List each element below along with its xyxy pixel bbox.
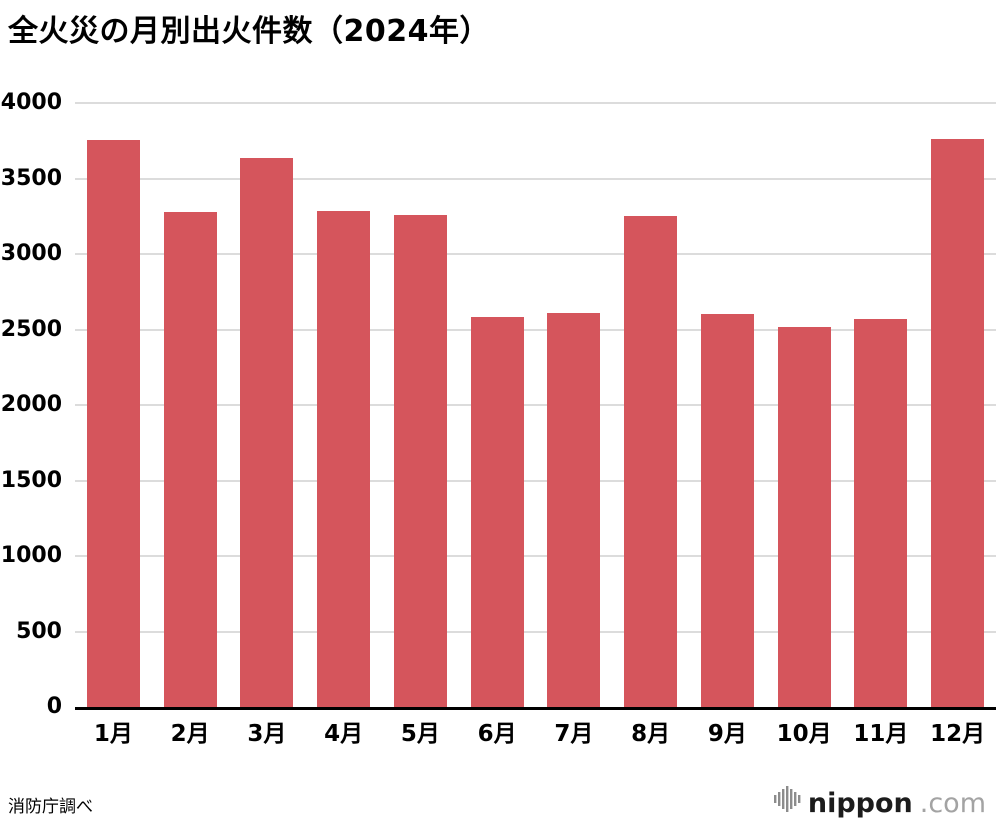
bar-slot (75, 103, 152, 707)
bar-2月 (163, 212, 217, 707)
gridline (75, 555, 996, 557)
soundbars-logo-icon (773, 786, 801, 812)
source-credit: 消防庁調べ (8, 797, 93, 817)
gridline (75, 177, 996, 180)
bar-slot (152, 103, 229, 707)
x-tick-label: 12月 (930, 721, 986, 747)
x-tick-label: 3月 (247, 721, 287, 747)
gridlines (75, 102, 996, 707)
bar-5月 (393, 214, 447, 707)
x-tick-label: 10月 (776, 721, 832, 747)
x-tick-label: 2月 (170, 721, 210, 747)
bar-slot (382, 103, 459, 707)
bar-9月 (700, 314, 754, 707)
bar-slot (536, 103, 613, 707)
logo-text-com: .com (919, 788, 986, 819)
bar-slot (689, 103, 766, 707)
gridline (75, 479, 996, 482)
x-tick-label: 4月 (324, 721, 364, 747)
bar-11月 (854, 318, 908, 707)
gridline (75, 253, 996, 255)
bar-10月 (777, 327, 831, 707)
bar-slot (305, 103, 382, 707)
gridline (75, 328, 996, 331)
bar-8月 (624, 216, 678, 707)
bar-4月 (317, 210, 371, 707)
logo-text-nippon: nippon (807, 788, 913, 819)
chart-title: 全火災の月別出火件数（2024年） (8, 14, 490, 49)
gridline (75, 630, 996, 633)
x-tick-label: 5月 (400, 721, 440, 747)
bar-slot (843, 103, 920, 707)
bar-series (75, 103, 996, 707)
bar-7月 (547, 312, 601, 707)
y-tick-label: 3000 (0, 241, 62, 266)
x-tick-label: 9月 (707, 721, 747, 747)
gridline (75, 102, 996, 104)
bar-slot (612, 103, 689, 707)
nippon-com-logo: nippon .com (773, 786, 986, 819)
bar-slot (229, 103, 306, 707)
y-tick-label: 1000 (0, 543, 62, 568)
y-tick-label: 1500 (0, 467, 62, 493)
x-tick-label: 8月 (631, 721, 671, 747)
y-tick-label: 500 (16, 618, 62, 644)
y-tick-label: 2500 (0, 316, 62, 342)
y-tick-label: 3500 (0, 165, 62, 191)
x-axis-labels: 1月 2月 3月 4月 5月 6月 7月 8月 9月 10月 11月 12月 (75, 714, 996, 748)
bar-slot (459, 103, 536, 707)
gridline (75, 404, 996, 406)
x-tick-label: 11月 (853, 721, 909, 747)
bar-slot (766, 103, 843, 707)
y-tick-label: 4000 (0, 90, 62, 115)
bar-3月 (240, 158, 294, 707)
bar-1月 (86, 140, 140, 707)
bar-6月 (470, 317, 524, 707)
plot-area (75, 102, 996, 710)
y-axis-labels: 0 500 1000 1500 2000 2500 3000 3500 4000 (0, 92, 62, 718)
bar-12月 (931, 138, 985, 707)
y-tick-label: 0 (46, 694, 62, 719)
y-tick-label: 2000 (0, 392, 62, 417)
x-tick-label: 6月 (477, 721, 517, 747)
bar-slot (919, 103, 996, 707)
x-tick-label: 1月 (93, 721, 133, 747)
x-tick-label: 7月 (554, 721, 594, 747)
